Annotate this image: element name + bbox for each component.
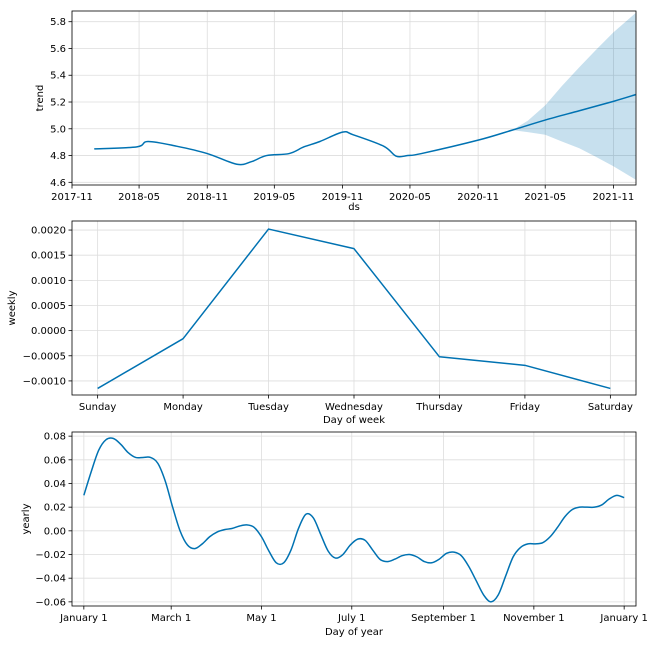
x-axis-title: Day of week <box>323 415 385 426</box>
y-tick-label: 0.0010 <box>31 276 66 287</box>
y-tick-label: 0.00 <box>44 526 66 537</box>
y-tick-label: 5.4 <box>50 71 66 82</box>
y-tick-label: 5.2 <box>50 98 66 109</box>
y-tick-label: −0.04 <box>35 574 66 585</box>
x-tick-label: Wednesday <box>325 402 383 413</box>
series-line <box>94 93 636 166</box>
x-tick-label: March 1 <box>151 613 191 624</box>
x-tick-label: November 1 <box>503 613 565 624</box>
x-tick-label: 2021-11 <box>592 192 634 203</box>
plot-frame <box>71 431 637 607</box>
x-tick-label: 2018-05 <box>118 192 160 203</box>
y-axis-title: weekly <box>7 290 18 325</box>
x-tick-label: Saturday <box>588 402 633 413</box>
y-tick-label: 0.04 <box>44 479 66 490</box>
y-tick-label: 5.6 <box>50 44 66 55</box>
x-tick-label: July 1 <box>337 613 366 624</box>
uncertainty-band <box>512 13 636 180</box>
y-tick-label: 0.08 <box>44 432 66 443</box>
y-tick-label: 0.0020 <box>31 226 66 237</box>
weekly-panel: Sunday Monday Tuesday Wednesday Thursday Frid… <box>7 220 637 426</box>
x-tick-label: 2019-11 <box>322 192 364 203</box>
series-line <box>83 437 625 603</box>
x-tick-label: September 1 <box>411 613 476 624</box>
y-tick-label: 5.8 <box>50 17 66 28</box>
y-tick-label: 0.02 <box>44 503 66 514</box>
y-axis-title: yearly <box>21 503 32 534</box>
x-tick-label: Monday <box>163 402 203 413</box>
y-tick-label: −0.0005 <box>23 351 66 362</box>
x-tick-label: 2020-11 <box>457 192 499 203</box>
x-tick-label: 2017-11 <box>51 192 93 203</box>
y-tick-label: 0.0000 <box>31 326 66 337</box>
x-tick-label: 2020-05 <box>389 192 431 203</box>
x-tick-label: Friday <box>510 402 540 413</box>
y-tick-label: 4.8 <box>50 151 66 162</box>
x-tick-label: January 1 <box>59 613 107 624</box>
x-tick-label: 2021-05 <box>524 192 566 203</box>
x-tick-label: Thursday <box>415 402 463 413</box>
x-tick-label: 2019-05 <box>253 192 295 203</box>
y-tick-label: 0.0005 <box>31 301 66 312</box>
x-axis-title: Day of year <box>325 627 384 638</box>
y-tick-label: 5.0 <box>50 124 66 135</box>
x-tick-label: Sunday <box>79 402 116 413</box>
x-axis-title: ds <box>348 202 360 213</box>
y-axis-title: trend <box>35 85 46 112</box>
series-line <box>97 228 611 390</box>
x-tick-label: 2018-11 <box>186 192 228 203</box>
x-tick-label: January 1 <box>599 613 647 624</box>
y-tick-label: −0.06 <box>35 597 66 608</box>
x-tick-label: May 1 <box>246 613 276 624</box>
y-tick-label: −0.0010 <box>23 376 66 387</box>
y-tick-label: 0.06 <box>44 455 66 466</box>
plot-frame <box>71 10 637 186</box>
y-tick-label: 0.0015 <box>31 251 66 262</box>
x-tick-label: Tuesday <box>247 402 289 413</box>
y-tick-label: 4.6 <box>50 178 66 189</box>
y-tick-label: −0.02 <box>35 550 66 561</box>
yearly-panel: January 1 March 1 May 1 July 1 September 1 No… <box>21 431 648 638</box>
trend-panel: 2017-11 2018-05 2018-11 2019-05 2019-11 2020-… <box>35 10 637 213</box>
